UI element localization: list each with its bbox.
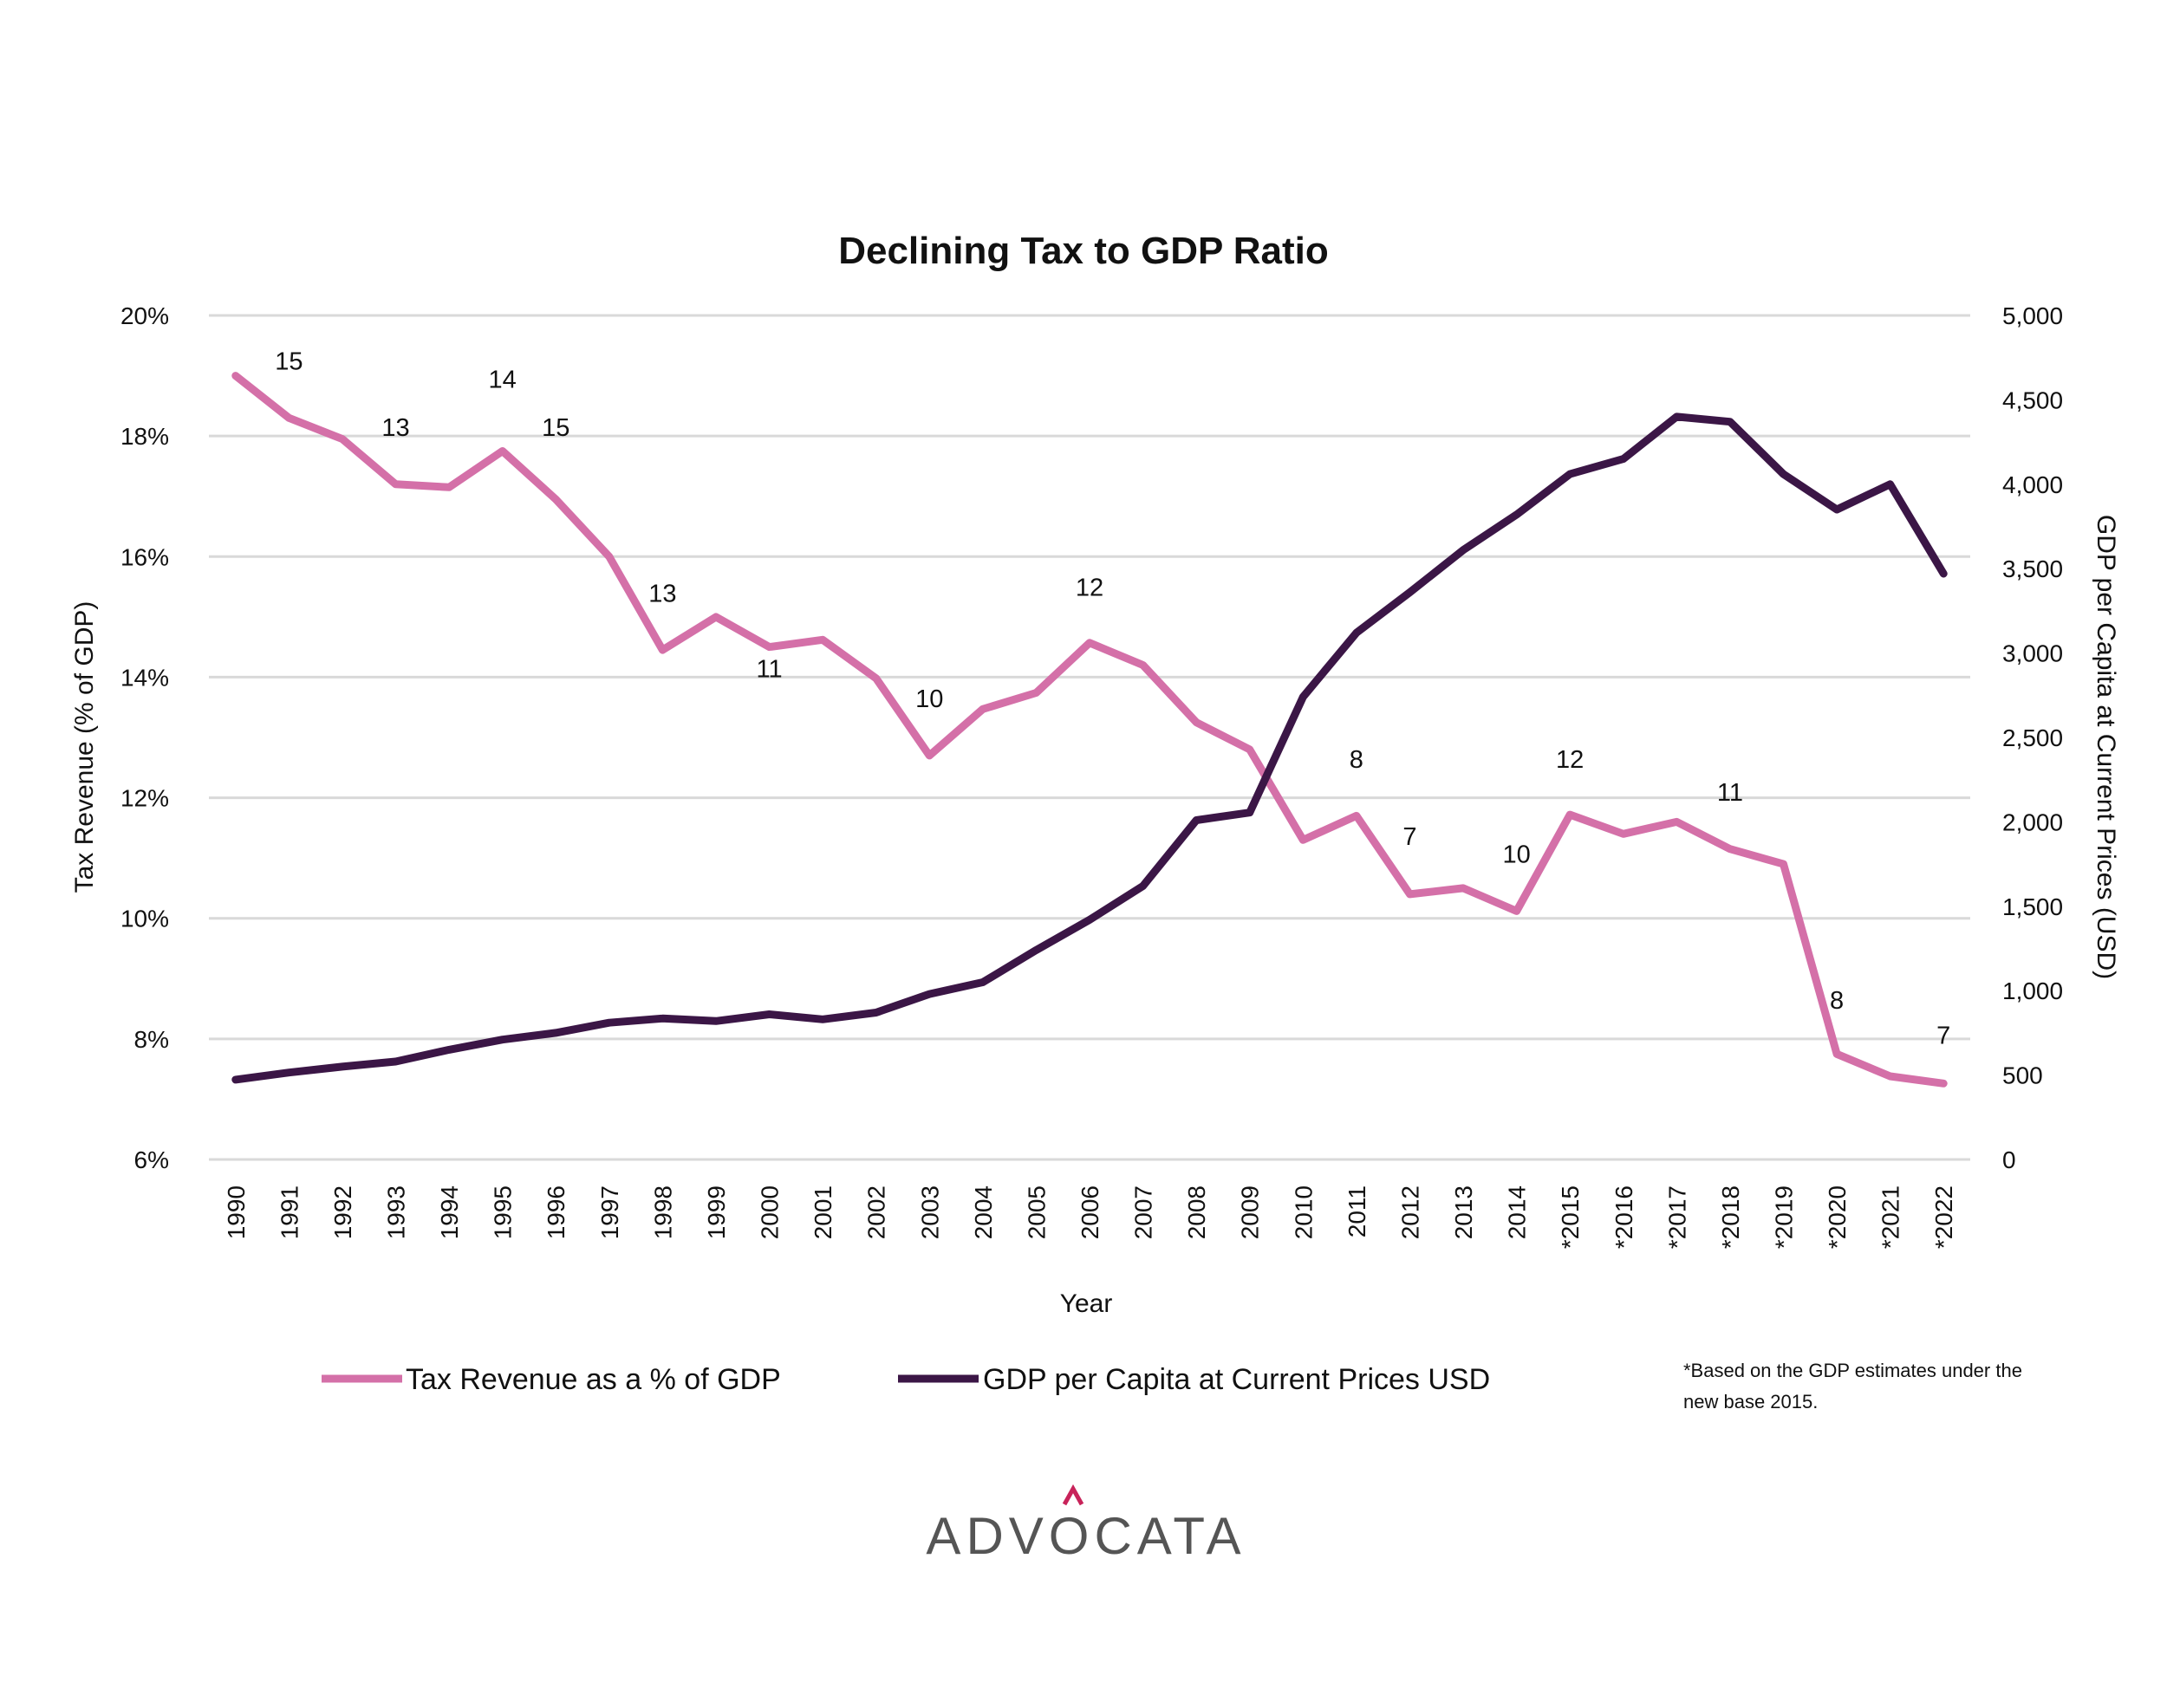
y-right-tick-label: 3,500 [2002,555,2063,582]
legend-label-tax: Tax Revenue as a % of GDP [406,1363,781,1396]
x-tick-label: 2013 [1450,1185,1477,1239]
y-right-tick-label: 0 [2002,1146,2016,1173]
x-tick-label: 1990 [223,1185,250,1239]
y-right-tick-label: 4,000 [2002,471,2063,498]
y-axis-right-title: GDP per Capita at Current Prices (USD) [2092,515,2120,979]
advocata-logo: ADVOCATA [926,1484,1246,1565]
x-tick-label: 2014 [1504,1185,1531,1239]
data-label: 8 [1350,746,1363,774]
x-tick-label: 2005 [1023,1185,1050,1239]
legend-label-gdp: GDP per Capita at Current Prices USD [983,1363,1490,1396]
x-tick-label: *2018 [1717,1185,1744,1249]
x-tick-label: *2017 [1663,1185,1690,1249]
data-label: 12 [1076,575,1103,602]
x-tick-label: *2022 [1930,1185,1957,1249]
x-tick-label: *2021 [1877,1185,1904,1249]
data-labels: 15 13 14 15 13 11 10 12 8 7 10 12 11 8 7 [275,348,1950,1050]
x-tick-label: 1996 [543,1185,569,1239]
x-tick-label: 2001 [810,1185,836,1239]
y-right-tick-label: 2,500 [2002,724,2063,751]
y-left-tick-label: 8% [134,1026,169,1053]
footnote-line-2: new base 2015. [1683,1391,1818,1413]
right-axis-ticks: 0 500 1,000 1,500 2,000 2,500 3,000 3,500 4,000 4… [2002,302,2063,1173]
series-line-tax-revenue [231,372,1948,1088]
x-tick-label: 2011 [1344,1185,1370,1237]
data-label: 10 [1502,841,1530,869]
x-tick-label: *2020 [1824,1185,1851,1249]
x-tick-label: *2016 [1611,1185,1637,1249]
y-left-tick-label: 18% [120,423,169,450]
x-tick-label: 1995 [490,1185,517,1239]
x-tick-label: 1998 [649,1185,676,1239]
data-label: 14 [489,366,517,393]
x-tick-label: 1999 [703,1185,730,1239]
data-label: 15 [542,414,569,442]
x-tick-label: 2004 [970,1185,997,1239]
y-right-tick-label: 1,500 [2002,893,2063,920]
footnote-line-1: *Based on the GDP estimates under the [1683,1360,2022,1381]
y-left-tick-label: 20% [120,302,169,329]
x-tick-label: 1992 [329,1185,356,1239]
data-label: 15 [275,348,303,376]
x-axis-ticks: 1990 1991 1992 1993 1994 1995 1996 1997 1998 1999… [223,1185,1957,1249]
y-left-tick-label: 12% [120,785,169,812]
y-left-tick-label: 10% [120,906,169,932]
y-left-tick-label: 14% [120,664,169,691]
y-right-tick-label: 3,000 [2002,640,2063,667]
x-tick-label: 2007 [1130,1185,1157,1239]
y-right-tick-label: 500 [2002,1062,2043,1089]
x-tick-label: 1991 [276,1185,303,1239]
y-right-tick-label: 2,000 [2002,809,2063,835]
data-label: 8 [1830,987,1844,1015]
series-lines [231,372,1948,1088]
chart-title: Declining Tax to GDP Ratio [838,230,1329,272]
x-tick-label: 2012 [1396,1185,1423,1239]
x-tick-label: *2019 [1770,1185,1797,1249]
series-line-gdp-per-capita [231,412,1948,1084]
x-tick-label: 2010 [1290,1185,1317,1239]
data-label: 13 [381,414,409,442]
left-axis-ticks: 6% 8% 10% 12% 14% 16% 18% 20% [120,302,169,1173]
data-label: 12 [1556,746,1584,774]
x-tick-label: 2000 [757,1185,784,1239]
x-tick-label: 1993 [383,1185,410,1239]
data-label: 7 [1936,1022,1950,1049]
y-axis-left-title: Tax Revenue (% of GDP) [70,601,99,893]
x-tick-label: 2003 [916,1185,943,1239]
data-label: 11 [1717,779,1743,807]
x-tick-label: 1994 [436,1185,463,1239]
x-tick-label: 2006 [1077,1185,1103,1239]
data-label: 13 [648,580,676,607]
y-left-tick-label: 16% [120,543,169,570]
y-right-tick-label: 5,000 [2002,302,2063,329]
x-tick-label: 2009 [1237,1185,1264,1239]
data-label: 11 [756,655,782,683]
y-right-tick-label: 1,000 [2002,977,2063,1004]
x-axis-title: Year [1060,1289,1113,1318]
x-tick-label: *2015 [1557,1185,1584,1249]
footnote: *Based on the GDP estimates under the ne… [1683,1360,2022,1413]
x-tick-label: 2008 [1183,1185,1210,1239]
x-tick-label: 2002 [863,1185,890,1239]
logo-caret-mark [1062,1484,1084,1506]
logo-wordmark: ADVOCATA [926,1507,1246,1565]
legend: Tax Revenue as a % of GDP GDP per Capita… [322,1363,1490,1396]
data-label: 10 [915,685,943,713]
gridlines [209,314,1970,1161]
x-tick-label: 1997 [596,1185,623,1239]
y-right-tick-label: 4,500 [2002,386,2063,413]
data-label: 7 [1402,823,1416,851]
y-left-tick-label: 6% [134,1146,169,1173]
